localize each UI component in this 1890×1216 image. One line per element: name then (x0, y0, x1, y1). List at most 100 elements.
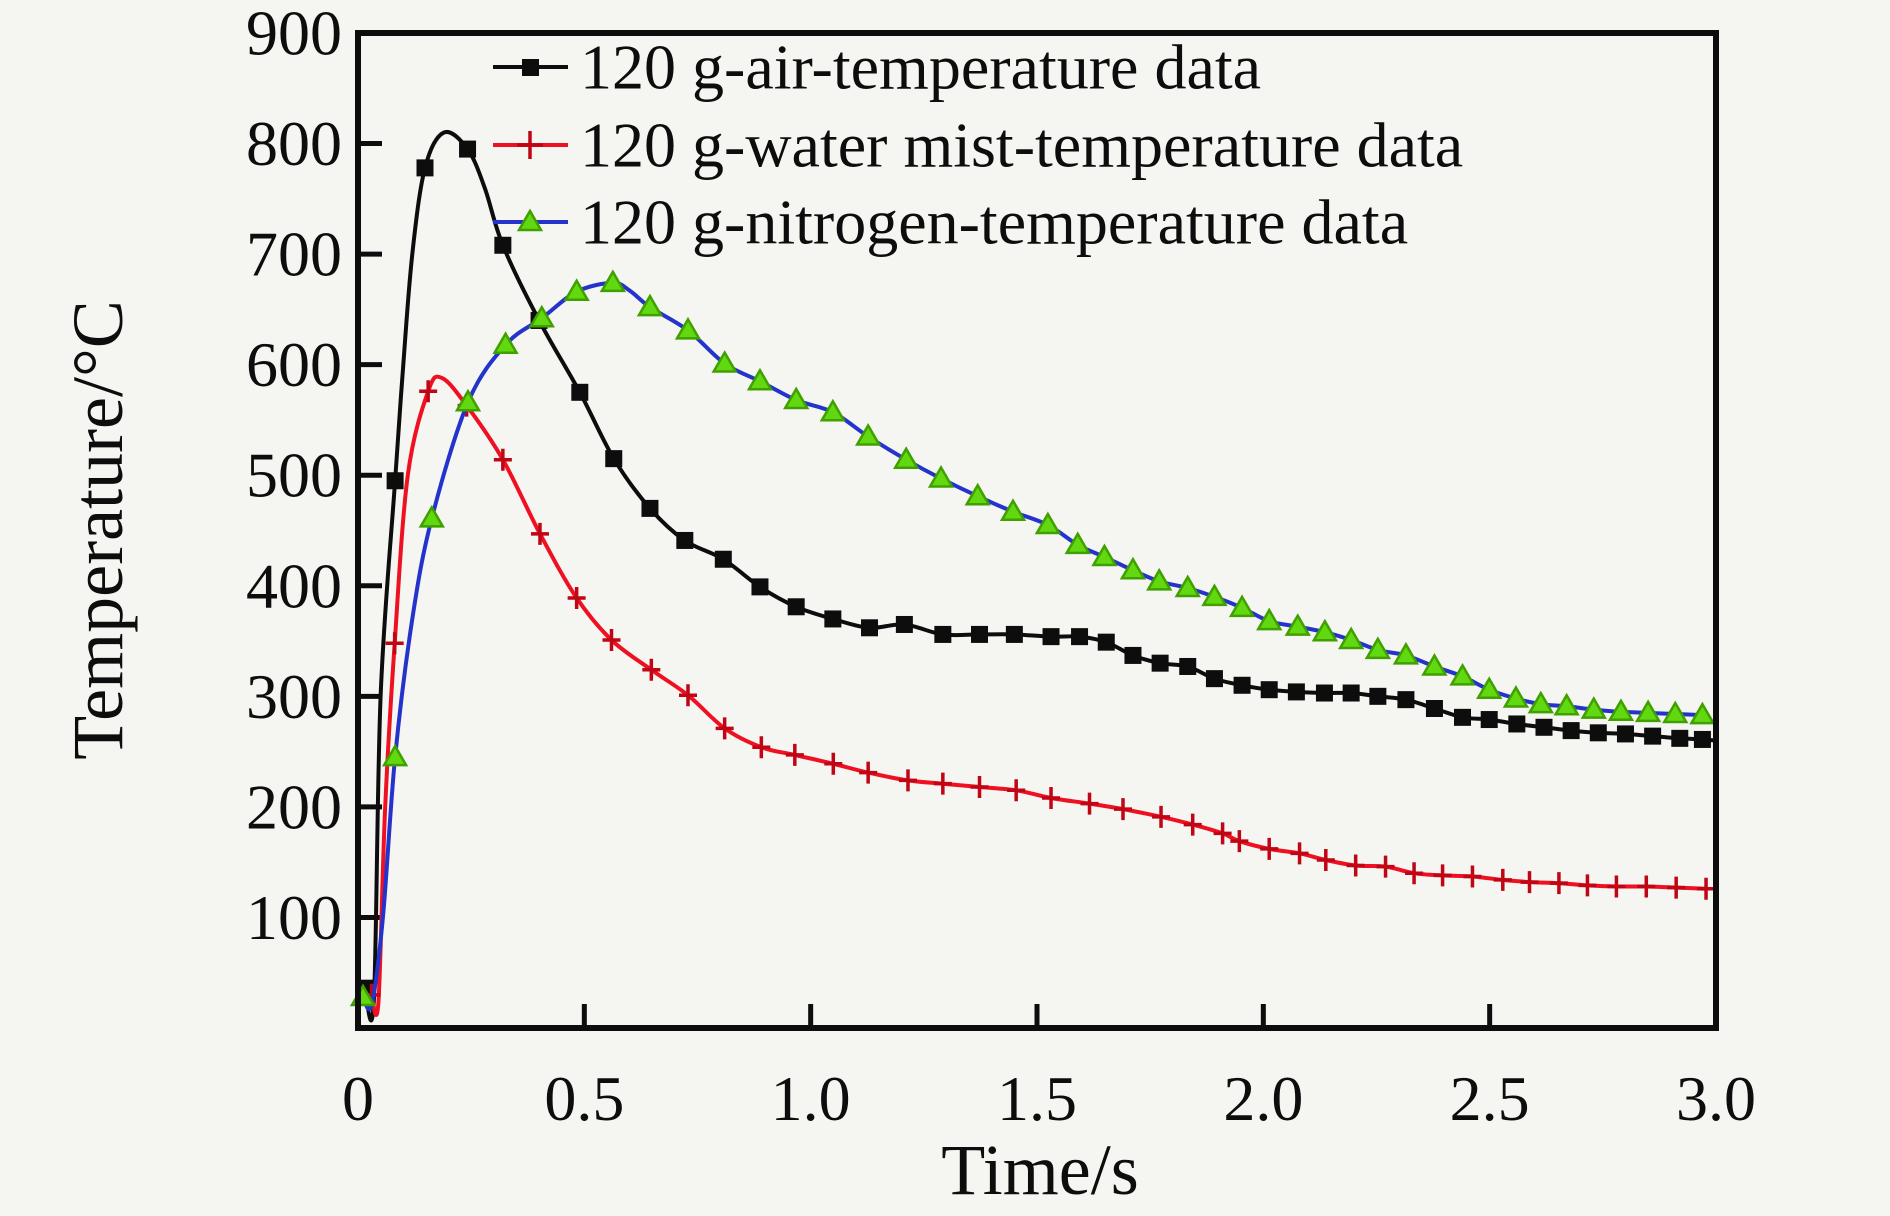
data-point-plus (419, 380, 438, 403)
data-point-square (1205, 670, 1223, 688)
x-tick-label: 3.0 (1676, 1063, 1756, 1134)
data-point-square (1644, 727, 1662, 745)
axis-ticks: 0 0.5 1.0 1.5 2.0 2.5 3.0 100 200 300 400 500 600 700… (246, 0, 1756, 1134)
data-point-plus (933, 772, 952, 795)
data-point-triangle (1256, 607, 1283, 631)
data-point-plus (859, 761, 878, 784)
data-point-triangle (1201, 583, 1228, 607)
x-tick-label: 1.0 (771, 1063, 851, 1134)
data-point-plus (1152, 805, 1171, 828)
legend: 120 g-air-temperature data 120 g-water m… (493, 32, 1463, 258)
x-tick-label: 0 (342, 1063, 374, 1134)
data-point-plus (1213, 822, 1232, 845)
data-point-square (1535, 718, 1553, 736)
data-point-triangle (492, 331, 519, 355)
x-tick-label: 0.5 (544, 1063, 624, 1134)
data-point-plus (1007, 779, 1026, 802)
data-point-triangle (1689, 701, 1716, 725)
data-point-plus (1080, 792, 1099, 815)
data-point-triangle (563, 278, 590, 301)
series-air (356, 129, 1717, 1023)
data-point-square (459, 140, 477, 158)
data-point-square (824, 610, 842, 628)
data-point-triangle (636, 293, 664, 317)
data-point-plus (1578, 874, 1597, 897)
x-axis-title: Time/s (941, 1130, 1138, 1210)
data-point-square (787, 598, 805, 616)
data-point-plus (1042, 787, 1061, 810)
data-point-square (1397, 691, 1415, 709)
data-point-square (1589, 724, 1607, 742)
y-axis-title: Temperature/°C (58, 300, 138, 760)
data-point-triangle (528, 304, 555, 328)
data-point-plus (493, 448, 512, 471)
data-point-plus (1607, 875, 1626, 898)
data-point-square (1508, 715, 1526, 733)
y-tick-label: 400 (246, 550, 342, 621)
data-point-square (1071, 628, 1089, 646)
data-point-square (1562, 722, 1580, 740)
data-point-plus (1316, 848, 1335, 871)
data-point-plus (1463, 865, 1482, 888)
data-point-square (1124, 646, 1142, 664)
data-point-square (1315, 684, 1333, 702)
legend-marker-plus-icon (517, 131, 543, 159)
data-point-square (714, 550, 732, 568)
data-point-plus (785, 743, 804, 766)
data-point-square (1480, 711, 1498, 729)
data-point-triangle (1337, 626, 1365, 650)
data-point-square (1005, 625, 1023, 643)
legend-entry-nitrogen: 120 g-nitrogen-temperature data (493, 187, 1408, 258)
data-point-square (1425, 699, 1443, 717)
data-point-square (1042, 628, 1060, 646)
data-point-plus (1230, 830, 1249, 853)
y-tick-label: 700 (246, 219, 342, 290)
data-point-square (1369, 687, 1387, 705)
data-point-triangle (1091, 543, 1118, 567)
data-point-triangle (381, 743, 409, 767)
data-point-plus (898, 769, 917, 792)
data-point-plus (602, 628, 621, 651)
data-point-triangle (1607, 698, 1635, 722)
data-point-square (1097, 633, 1115, 651)
data-point-triangle (1527, 690, 1554, 714)
plot-frame (355, 30, 1719, 1031)
data-point-triangle (1146, 567, 1173, 591)
data-point-square (1233, 676, 1251, 694)
data-point-plus (678, 684, 697, 707)
y-tick-label: 300 (246, 661, 342, 732)
data-point-plus (567, 586, 586, 609)
data-point-triangle (1662, 700, 1689, 724)
data-point-plus (1520, 871, 1539, 894)
x-tick-label: 2.0 (1223, 1063, 1303, 1134)
data-point-triangle (964, 482, 991, 506)
data-point-square (416, 159, 434, 177)
data-point-triangle (819, 398, 847, 422)
data-point-square (934, 625, 952, 643)
data-point-square (494, 236, 512, 254)
data-point-plus (1637, 875, 1656, 898)
data-point-plus (1260, 837, 1279, 860)
legend-label-air: 120 g-air-temperature data (580, 32, 1261, 103)
data-point-square (1693, 730, 1711, 748)
data-point-square (1151, 654, 1169, 672)
plot-area: 0 0.5 1.0 1.5 2.0 2.5 3.0 100 200 300 400 500 600 700… (246, 0, 1756, 1134)
data-point-square (971, 625, 989, 643)
y-tick-label: 800 (246, 108, 342, 179)
data-point-plus (1549, 872, 1568, 895)
data-point-triangle (674, 316, 702, 340)
y-tick-label: 900 (246, 0, 342, 69)
data-point-plus (715, 717, 734, 740)
legend-entry-air: 120 g-air-temperature data (493, 32, 1261, 103)
data-point-triangle (418, 504, 445, 528)
y-tick-label: 600 (246, 329, 342, 400)
data-point-plus (1114, 798, 1133, 821)
data-point-square (386, 472, 404, 490)
data-point-square (1287, 683, 1305, 701)
y-tick-label: 100 (246, 882, 342, 953)
data-point-triangle (1284, 613, 1311, 636)
data-point-triangle (1476, 676, 1503, 699)
data-point-triangle (1364, 636, 1392, 660)
